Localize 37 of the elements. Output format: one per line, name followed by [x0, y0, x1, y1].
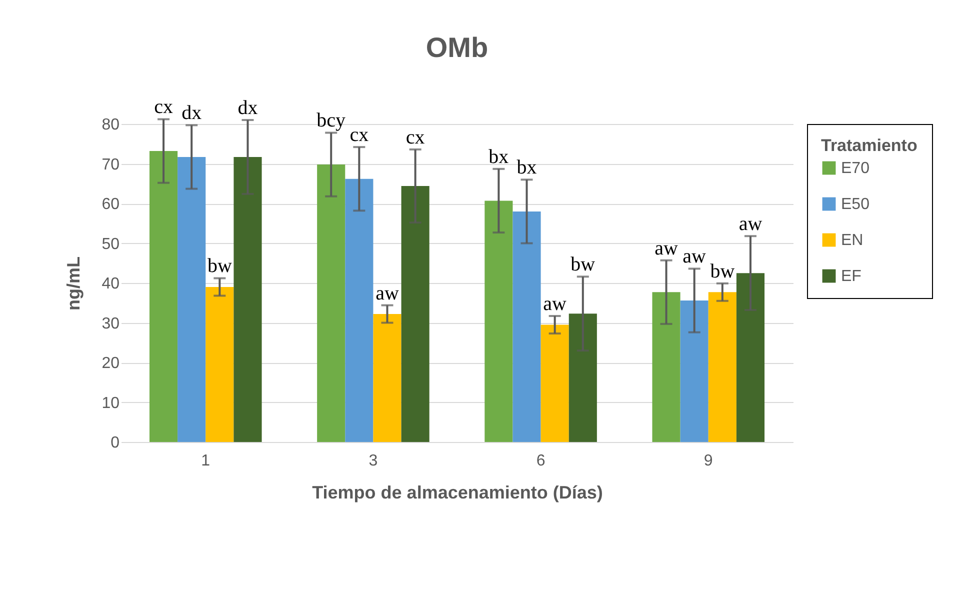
data-label: cx [406, 126, 425, 148]
legend-label: E70 [841, 160, 870, 177]
data-label: bcy [316, 110, 346, 132]
data-label: aw [738, 213, 763, 236]
y-tick-label: 10 [102, 394, 120, 412]
data-label: aw [376, 282, 400, 304]
x-tick-label: 1 [201, 452, 210, 470]
data-label: aw [543, 292, 568, 315]
data-label: dx [182, 102, 202, 124]
data-label: bw [570, 254, 596, 276]
y-axis-title: ng/mL [64, 256, 84, 310]
legend-title: Tratamiento [821, 136, 918, 155]
y-tick-label: 80 [102, 116, 120, 134]
data-label: dx [238, 97, 258, 120]
legend-label: EN [841, 232, 864, 249]
x-axis-title: Tiempo de almacenamiento (Días) [312, 482, 603, 502]
y-tick-label: 60 [102, 196, 120, 213]
data-label: aw [654, 237, 678, 260]
y-tick-label: 40 [102, 276, 120, 292]
y-tick-label: 70 [102, 156, 120, 174]
x-tick-label: 6 [536, 452, 546, 470]
chart-title: OMb [426, 32, 488, 64]
y-tick-label: 20 [102, 355, 120, 372]
data-label: bw [207, 255, 232, 278]
legend-label: E50 [841, 196, 870, 213]
legend-label: EF [841, 268, 862, 285]
x-tick-label: 9 [704, 452, 713, 470]
y-tick-label: 50 [102, 236, 120, 253]
y-tick-label: 0 [110, 434, 120, 452]
data-label: aw [682, 246, 707, 268]
data-label: bw [710, 260, 736, 282]
x-tick-label: 3 [368, 452, 378, 470]
data-label: bx [488, 146, 509, 168]
data-label: cx [154, 96, 173, 118]
y-tick-label: 30 [102, 315, 120, 332]
data-label: cx [350, 124, 369, 146]
data-label: bx [516, 156, 537, 179]
